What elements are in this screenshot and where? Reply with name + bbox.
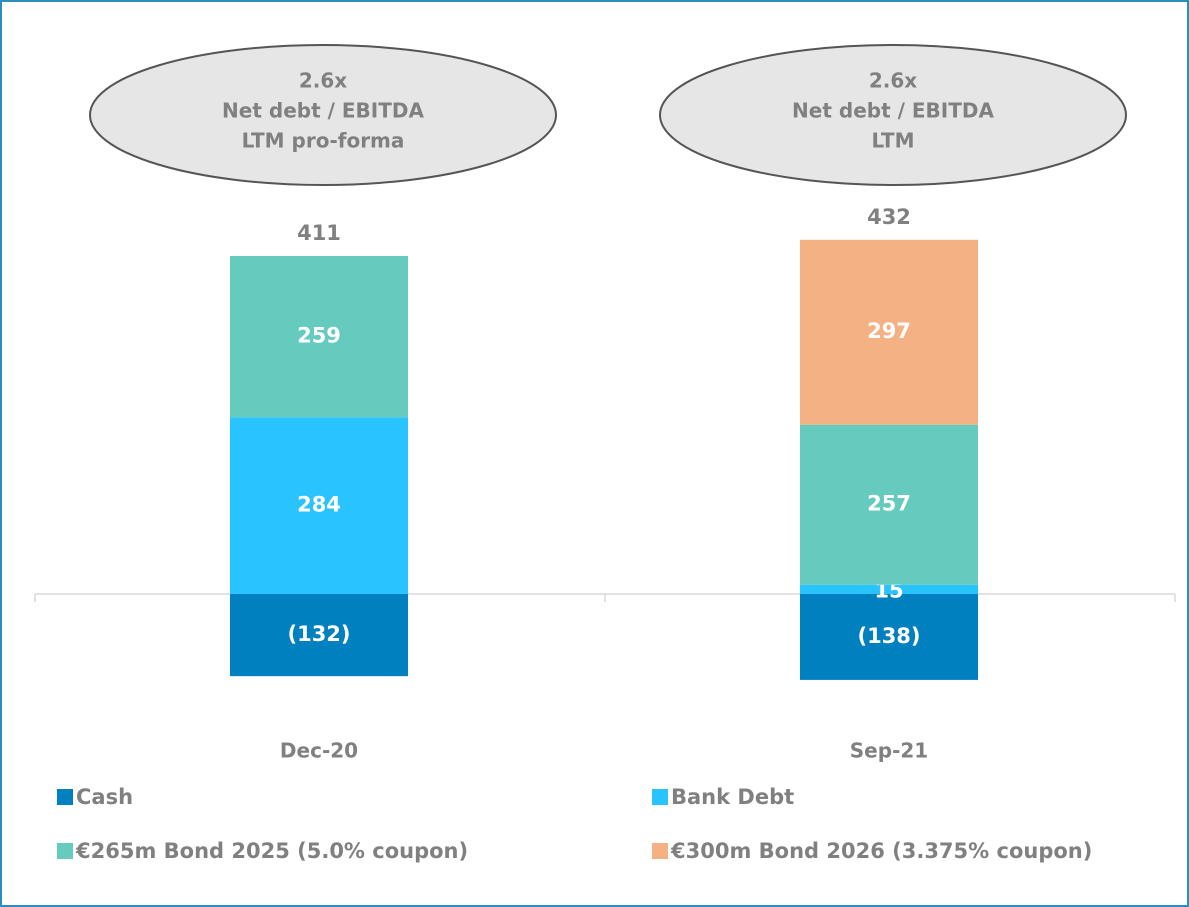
value-label: (132) [287,622,350,646]
annotation-text: Net debt / EBITDA [792,99,994,123]
legend-swatch [57,789,73,805]
value-label: (138) [857,624,920,648]
x-tick-label: Dec-20 [280,739,358,763]
legend-label: €300m Bond 2026 (3.375% coupon) [670,839,1092,863]
legend-swatch [652,843,668,859]
total-label: 411 [297,221,341,245]
bar-segment [800,239,978,425]
annotation-text: 2.6x [869,69,917,93]
bar-segment [800,424,978,585]
legend-swatch [652,789,668,805]
annotation-text: LTM [872,129,915,153]
legend-swatch [57,843,73,859]
value-label: 284 [297,493,341,517]
value-label: 257 [867,492,911,516]
annotation-bubble [89,44,557,186]
bar-segment [800,594,978,680]
x-tick-label: Sep-21 [850,739,928,763]
value-label: 297 [867,319,911,343]
annotation-text: 2.6x [299,69,347,93]
bar-segment [230,417,408,594]
annotation-text: Net debt / EBITDA [222,99,424,123]
legend-label: Bank Debt [671,785,794,809]
legend-label: Cash [76,785,133,809]
bar-segment [230,255,408,418]
annotation-text: LTM pro-forma [242,129,405,153]
annotation-bubble [659,44,1127,186]
bar-segment [800,584,978,594]
value-label: 259 [297,324,341,348]
bar-segment [230,594,408,677]
total-label: 432 [867,205,911,229]
legend-label: €265m Bond 2025 (5.0% coupon) [75,839,468,863]
